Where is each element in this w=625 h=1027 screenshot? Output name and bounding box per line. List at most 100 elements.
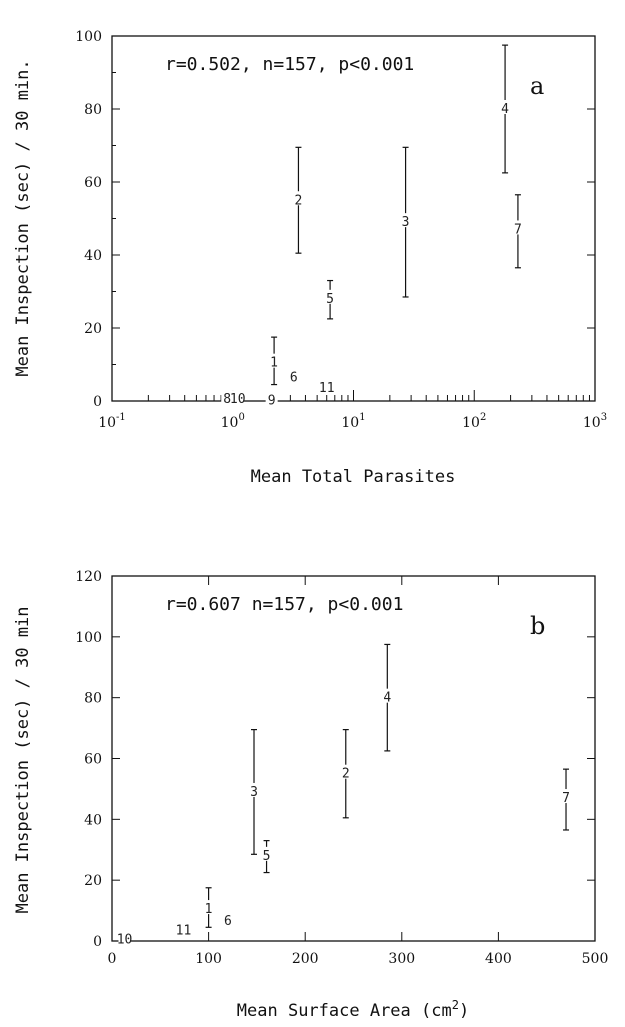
point-marker-bg-b bbox=[221, 912, 234, 927]
point-marker-bg-b bbox=[339, 764, 352, 779]
data-point-b-3: 3 bbox=[248, 729, 261, 855]
point-label-a: 6 bbox=[290, 370, 298, 385]
data-point-b-11: 11 bbox=[176, 921, 192, 938]
y-tick-label-b: 120 bbox=[75, 569, 102, 585]
data-point-b-1: 1 bbox=[202, 887, 215, 928]
x-tick-label-a: 100 bbox=[221, 412, 245, 431]
point-marker-bg-b bbox=[381, 688, 394, 703]
plot-frame-b bbox=[111, 575, 596, 942]
point-label-b: 3 bbox=[250, 785, 258, 800]
data-point-a-3: 3 bbox=[399, 146, 412, 298]
point-marker-bg-a bbox=[268, 353, 281, 368]
point-label-b: 2 bbox=[342, 767, 350, 782]
data-point-a-7: 7 bbox=[511, 194, 524, 269]
y-tick-label-b: 100 bbox=[75, 630, 102, 646]
y-tick-label-b: 80 bbox=[84, 691, 102, 707]
point-marker-bg-a bbox=[221, 390, 234, 405]
data-point-b-5: 5 bbox=[260, 840, 273, 874]
x-tick-label-b: 0 bbox=[108, 951, 117, 967]
data-point-b-7: 7 bbox=[560, 768, 573, 831]
axis-ticks-b: 0 20 40 60 80 100 120 0 100 200 300 400 500 bbox=[75, 569, 608, 967]
data-point-b-10: 10 bbox=[117, 930, 133, 947]
x-tick-label-a: 10-1 bbox=[98, 412, 126, 431]
plot-frame-a bbox=[111, 35, 596, 402]
point-marker-bg-a bbox=[511, 220, 524, 235]
data-point-a-5: 5 bbox=[324, 279, 337, 320]
x-axis-label-a: Mean Total Parasites bbox=[251, 467, 456, 487]
point-marker-bg-a bbox=[324, 289, 337, 304]
point-marker-bg-a bbox=[231, 390, 244, 405]
point-marker-bg-b bbox=[248, 782, 261, 797]
point-marker-bg-a bbox=[265, 391, 278, 406]
x-axis-label-b: Mean Surface Area (cm2) bbox=[237, 998, 469, 1021]
y-tick-label-a: 0 bbox=[93, 394, 102, 410]
x-tick-label-a: 103 bbox=[583, 412, 607, 431]
panel-label-b: b bbox=[530, 612, 545, 640]
data-point-a-1: 1 bbox=[268, 336, 281, 386]
x-tick-label-b: 400 bbox=[485, 951, 512, 967]
point-label-b: 5 bbox=[263, 849, 271, 864]
y-tick-label-a: 80 bbox=[84, 102, 102, 118]
point-label-b: 11 bbox=[176, 923, 192, 938]
point-label-a: 2 bbox=[295, 193, 303, 208]
point-label-a: 10 bbox=[230, 392, 246, 407]
annotation-b: r=0.607 n=157, p<0.001 bbox=[165, 594, 403, 615]
point-marker-bg-a bbox=[499, 100, 512, 114]
x-tick-label-a: 101 bbox=[341, 412, 365, 431]
x-tick-label-b: 200 bbox=[292, 951, 319, 967]
point-label-a: 11 bbox=[319, 381, 335, 396]
point-marker-bg-a bbox=[320, 379, 333, 394]
x-tick-label-b: 300 bbox=[388, 951, 415, 967]
y-axis-label-a: Mean Inspection (sec) / 30 min. bbox=[13, 59, 33, 376]
point-label-a: 4 bbox=[501, 102, 509, 117]
x-tick-label-a: 102 bbox=[462, 412, 486, 431]
point-label-a: 8 bbox=[223, 392, 231, 407]
y-tick-label-b: 20 bbox=[84, 873, 102, 889]
y-tick-label-a: 60 bbox=[84, 175, 102, 191]
data-point-a-6: 6 bbox=[287, 368, 300, 385]
panel-b: r=0.607 n=157, p<0.001 b Mean Surface Ar… bbox=[13, 569, 608, 1021]
panel-a: r=0.502, n=157, p<0.001 a Mean Total Par… bbox=[13, 29, 607, 487]
annotation-a: r=0.502, n=157, p<0.001 bbox=[165, 54, 414, 75]
data-point-b-4: 4 bbox=[381, 643, 394, 752]
point-label-b: 6 bbox=[224, 914, 232, 929]
data-points-a: 1 2 3 4 5 6 7 8 9 10 11 bbox=[221, 44, 524, 409]
y-tick-label-b: 0 bbox=[93, 934, 102, 950]
point-marker-bg-b bbox=[202, 900, 215, 915]
data-point-a-9: 9 bbox=[265, 391, 278, 409]
point-label-b: 10 bbox=[117, 932, 133, 947]
point-marker-bg-b bbox=[118, 930, 131, 945]
data-point-a-10: 10 bbox=[230, 390, 246, 407]
data-point-a-8: 8 bbox=[221, 390, 234, 407]
point-label-a: 5 bbox=[326, 292, 334, 307]
point-marker-bg-b bbox=[260, 846, 273, 861]
data-point-b-6: 6 bbox=[221, 912, 234, 929]
data-point-a-4: 4 bbox=[499, 44, 512, 174]
x-tick-label-b: 500 bbox=[582, 951, 609, 967]
point-marker-bg-b bbox=[560, 789, 573, 804]
point-marker-bg-a bbox=[292, 191, 305, 206]
point-label-a: 9 bbox=[268, 394, 276, 409]
data-point-a-2: 2 bbox=[292, 146, 305, 254]
point-marker-bg-a bbox=[287, 368, 300, 383]
point-label-a: 7 bbox=[514, 222, 522, 237]
point-label-b: 1 bbox=[205, 902, 213, 917]
point-label-a: 1 bbox=[270, 356, 278, 371]
point-marker-bg-b bbox=[177, 921, 190, 936]
point-marker-bg-a bbox=[399, 213, 412, 228]
y-axis-label-b: Mean Inspection (sec) / 30 min bbox=[13, 606, 33, 913]
panel-label-a: a bbox=[530, 72, 544, 100]
data-point-a-11: 11 bbox=[319, 379, 335, 396]
y-tick-label-b: 60 bbox=[84, 752, 102, 768]
y-tick-label-a: 20 bbox=[84, 321, 102, 337]
data-point-b-2: 2 bbox=[339, 729, 352, 819]
point-label-a: 3 bbox=[402, 215, 410, 230]
point-label-b: 7 bbox=[562, 791, 570, 806]
x-tick-label-b: 100 bbox=[195, 951, 222, 967]
y-tick-label-a: 100 bbox=[75, 29, 102, 45]
y-tick-label-a: 40 bbox=[84, 248, 102, 264]
point-label-b: 4 bbox=[383, 691, 391, 706]
